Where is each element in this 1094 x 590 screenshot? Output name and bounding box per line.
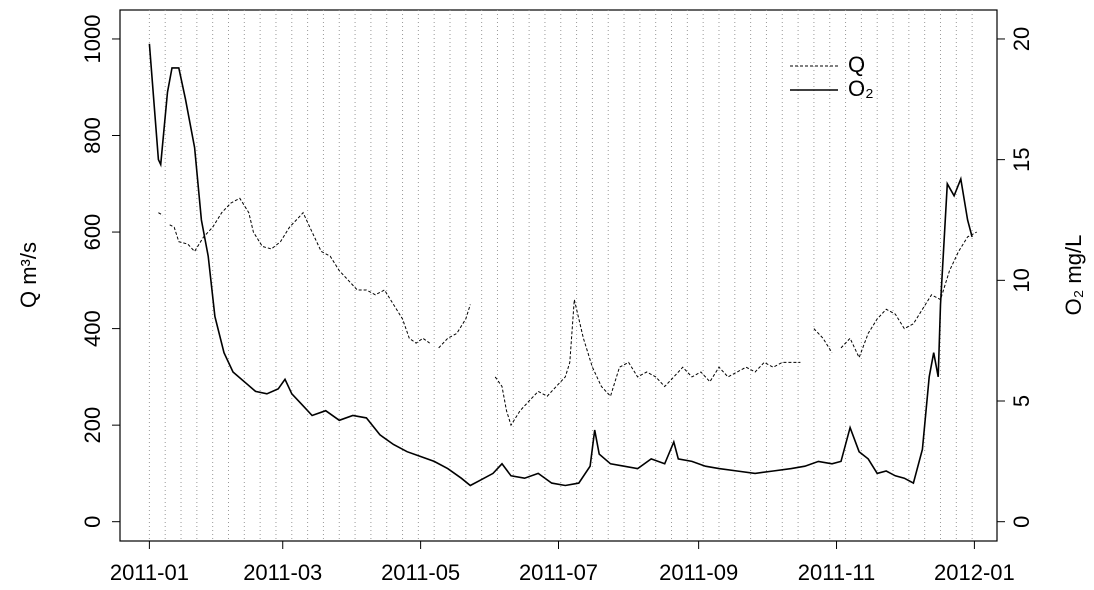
y-tick-label: 600 (80, 214, 105, 251)
series-line (158, 197, 977, 427)
y2-tick-label: 0 (1009, 516, 1034, 528)
y2-tick-label: 10 (1009, 268, 1034, 292)
y-tick-label: 400 (80, 310, 105, 347)
y2-axis-title: O₂ mg/L (1061, 235, 1086, 316)
x-tick-label: 2011-03 (243, 560, 322, 585)
y-axis-title: Q m³/s (16, 242, 41, 308)
y2-tick-label: 5 (1009, 395, 1034, 407)
x-tick-label: 2011-05 (381, 560, 460, 585)
y-tick-label: 1000 (80, 14, 105, 63)
x-tick-label: 2011-09 (659, 560, 738, 585)
y-tick-label: 800 (80, 117, 105, 154)
legend-label: Q (848, 52, 865, 77)
x-tick-label: 2012-01 (934, 560, 1015, 585)
legend-label: O₂ (848, 76, 874, 101)
x-tick-label: 2011-11 (798, 560, 875, 585)
y2-tick-label: 20 (1009, 27, 1034, 51)
y-tick-label: 200 (80, 407, 105, 444)
x-tick-label: 2011-07 (519, 560, 598, 585)
x-tick-label: 2011-01 (110, 560, 189, 585)
y-tick-label: 0 (80, 516, 105, 528)
y2-tick-label: 15 (1009, 147, 1034, 171)
series-line (148, 43, 973, 487)
